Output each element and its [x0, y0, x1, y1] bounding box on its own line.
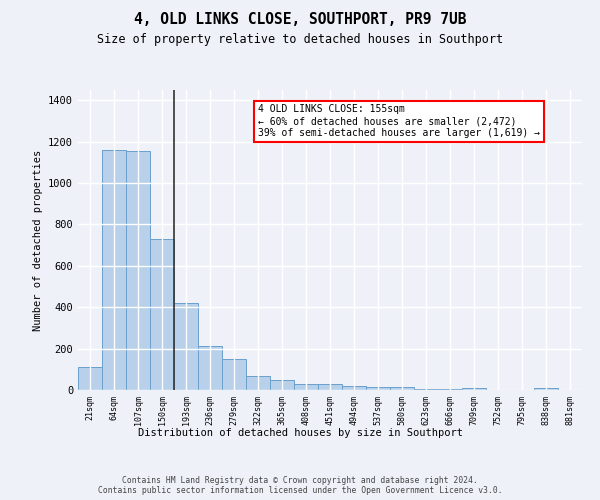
Text: Size of property relative to detached houses in Southport: Size of property relative to detached ho…	[97, 32, 503, 46]
Bar	[366, 387, 390, 390]
Text: Contains HM Land Registry data © Crown copyright and database right 2024.
Contai: Contains HM Land Registry data © Crown c…	[98, 476, 502, 495]
Bar	[270, 380, 294, 390]
Bar	[126, 151, 150, 390]
Bar	[342, 386, 366, 390]
Bar	[390, 387, 414, 390]
Bar	[534, 388, 558, 390]
Bar	[150, 239, 174, 390]
Bar	[174, 303, 198, 390]
Bar	[318, 384, 342, 390]
Bar	[222, 359, 246, 390]
Bar	[102, 150, 126, 390]
Bar	[438, 389, 462, 390]
Text: 4 OLD LINKS CLOSE: 155sqm
← 60% of detached houses are smaller (2,472)
39% of se: 4 OLD LINKS CLOSE: 155sqm ← 60% of detac…	[258, 104, 540, 138]
Bar	[246, 376, 270, 390]
Text: Distribution of detached houses by size in Southport: Distribution of detached houses by size …	[137, 428, 463, 438]
Bar	[462, 388, 486, 390]
Bar	[414, 389, 438, 390]
Bar	[294, 384, 318, 390]
Bar	[78, 367, 102, 390]
Y-axis label: Number of detached properties: Number of detached properties	[32, 150, 43, 330]
Bar	[198, 346, 222, 390]
Text: 4, OLD LINKS CLOSE, SOUTHPORT, PR9 7UB: 4, OLD LINKS CLOSE, SOUTHPORT, PR9 7UB	[134, 12, 466, 28]
